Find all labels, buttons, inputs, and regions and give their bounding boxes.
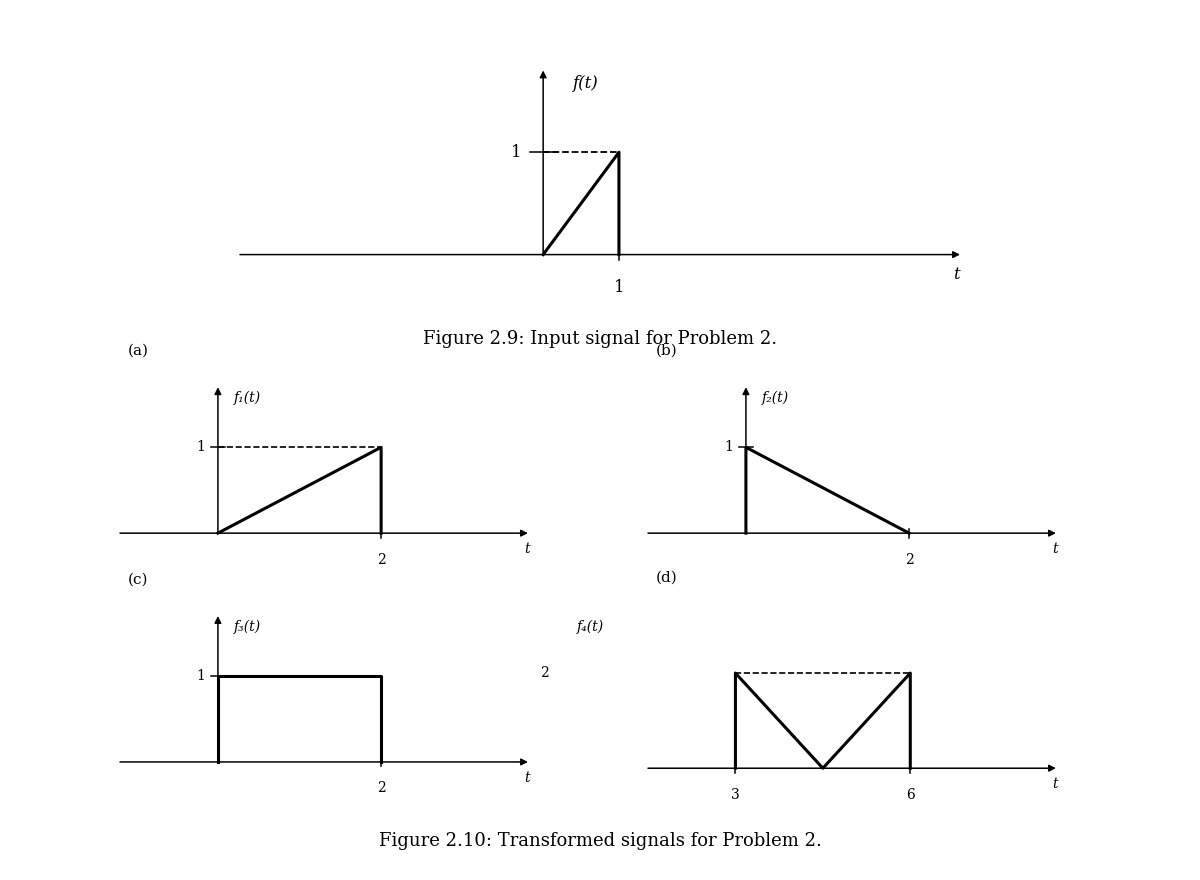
Text: 2: 2 xyxy=(377,781,385,796)
Text: f(t): f(t) xyxy=(572,75,598,92)
Text: 2: 2 xyxy=(905,553,913,567)
Text: t: t xyxy=(953,266,960,282)
Text: 3: 3 xyxy=(731,788,740,802)
Text: (c): (c) xyxy=(128,572,149,586)
Text: 1: 1 xyxy=(511,143,522,161)
Text: 1: 1 xyxy=(197,440,205,454)
Text: f₃(t): f₃(t) xyxy=(234,620,262,634)
Text: (a): (a) xyxy=(128,343,149,357)
Text: (d): (d) xyxy=(656,570,678,584)
Text: t: t xyxy=(524,542,529,556)
Text: 6: 6 xyxy=(906,788,914,802)
Text: t: t xyxy=(1052,777,1057,791)
Text: f₁(t): f₁(t) xyxy=(234,391,262,405)
Text: t: t xyxy=(524,771,529,785)
Text: 2: 2 xyxy=(377,553,385,567)
Text: 2: 2 xyxy=(540,666,548,680)
Text: 1: 1 xyxy=(197,669,205,683)
Text: f₄(t): f₄(t) xyxy=(577,620,604,634)
Text: Figure 2.9: Input signal for Problem 2.: Figure 2.9: Input signal for Problem 2. xyxy=(422,330,778,348)
Text: Figure 2.10: Transformed signals for Problem 2.: Figure 2.10: Transformed signals for Pro… xyxy=(378,832,822,849)
Text: f₂(t): f₂(t) xyxy=(762,391,790,405)
Text: t: t xyxy=(1052,542,1057,556)
Text: 1: 1 xyxy=(613,279,624,296)
Text: 1: 1 xyxy=(725,440,733,454)
Text: (b): (b) xyxy=(656,343,678,357)
